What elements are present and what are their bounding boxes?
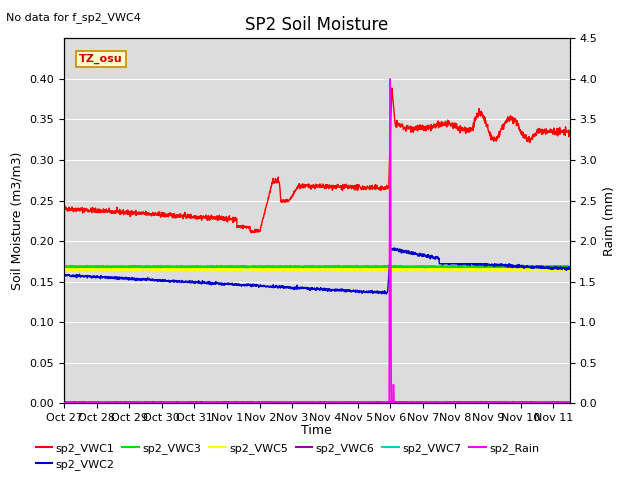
Y-axis label: Soil Moisture (m3/m3): Soil Moisture (m3/m3) xyxy=(11,152,24,290)
Legend: sp2_VWC1, sp2_VWC2, sp2_VWC3, sp2_VWC5, sp2_VWC6, sp2_VWC7, sp2_Rain: sp2_VWC1, sp2_VWC2, sp2_VWC3, sp2_VWC5, … xyxy=(31,438,544,474)
Title: SP2 Soil Moisture: SP2 Soil Moisture xyxy=(245,16,388,34)
Y-axis label: Raim (mm): Raim (mm) xyxy=(603,186,616,256)
Text: TZ_osu: TZ_osu xyxy=(79,54,123,64)
X-axis label: Time: Time xyxy=(301,424,332,437)
Text: No data for f_sp2_VWC4: No data for f_sp2_VWC4 xyxy=(6,12,141,23)
